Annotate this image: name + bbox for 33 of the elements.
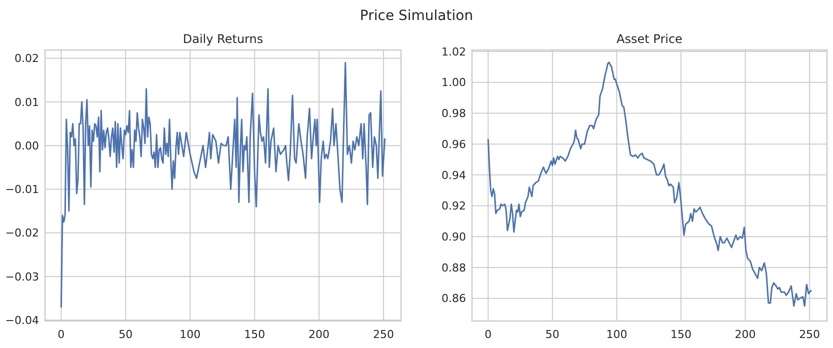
y-tick-label: 0.02 — [14, 52, 39, 66]
line-series — [60, 62, 386, 308]
y-tick-label: 0.98 — [442, 107, 466, 120]
x-tick-label: 50 — [545, 328, 560, 341]
chart-title: Asset Price — [616, 32, 682, 46]
y-tick-label: 0.01 — [14, 96, 39, 109]
y-tick-label: −0.01 — [5, 183, 39, 196]
y-tick-label: 1.00 — [442, 76, 466, 90]
y-tick-label: 0.86 — [442, 292, 466, 306]
y-tick-label: −0.04 — [5, 314, 39, 327]
y-tick-label: 0.94 — [442, 168, 466, 182]
x-tick-label: 150 — [244, 328, 266, 341]
x-tick-label: 50 — [118, 328, 133, 341]
y-tick-label: −0.03 — [5, 270, 39, 284]
y-tick-label: 0.92 — [442, 200, 466, 213]
x-tick-label: 250 — [799, 328, 820, 341]
chart-title: Daily Returns — [182, 32, 264, 46]
x-tick-label: 250 — [373, 328, 394, 341]
y-tick-label: 0.90 — [442, 230, 466, 244]
y-tick-label: −0.02 — [5, 226, 39, 240]
x-tick-label: 200 — [308, 328, 330, 341]
x-tick-label: 0 — [58, 328, 65, 341]
x-tick-label: 200 — [734, 328, 756, 341]
x-tick-label: 150 — [670, 328, 692, 341]
y-tick-label: 1.02 — [442, 45, 466, 58]
x-tick-label: 100 — [606, 328, 628, 341]
text: Price Simulation — [360, 8, 474, 24]
y-tick-label: 0.00 — [14, 139, 39, 152]
line-series — [487, 62, 812, 307]
x-tick-label: 100 — [180, 328, 201, 341]
y-tick-label: 0.88 — [442, 261, 466, 274]
y-tick-label: 0.96 — [442, 138, 466, 151]
x-tick-label: 0 — [484, 328, 492, 341]
